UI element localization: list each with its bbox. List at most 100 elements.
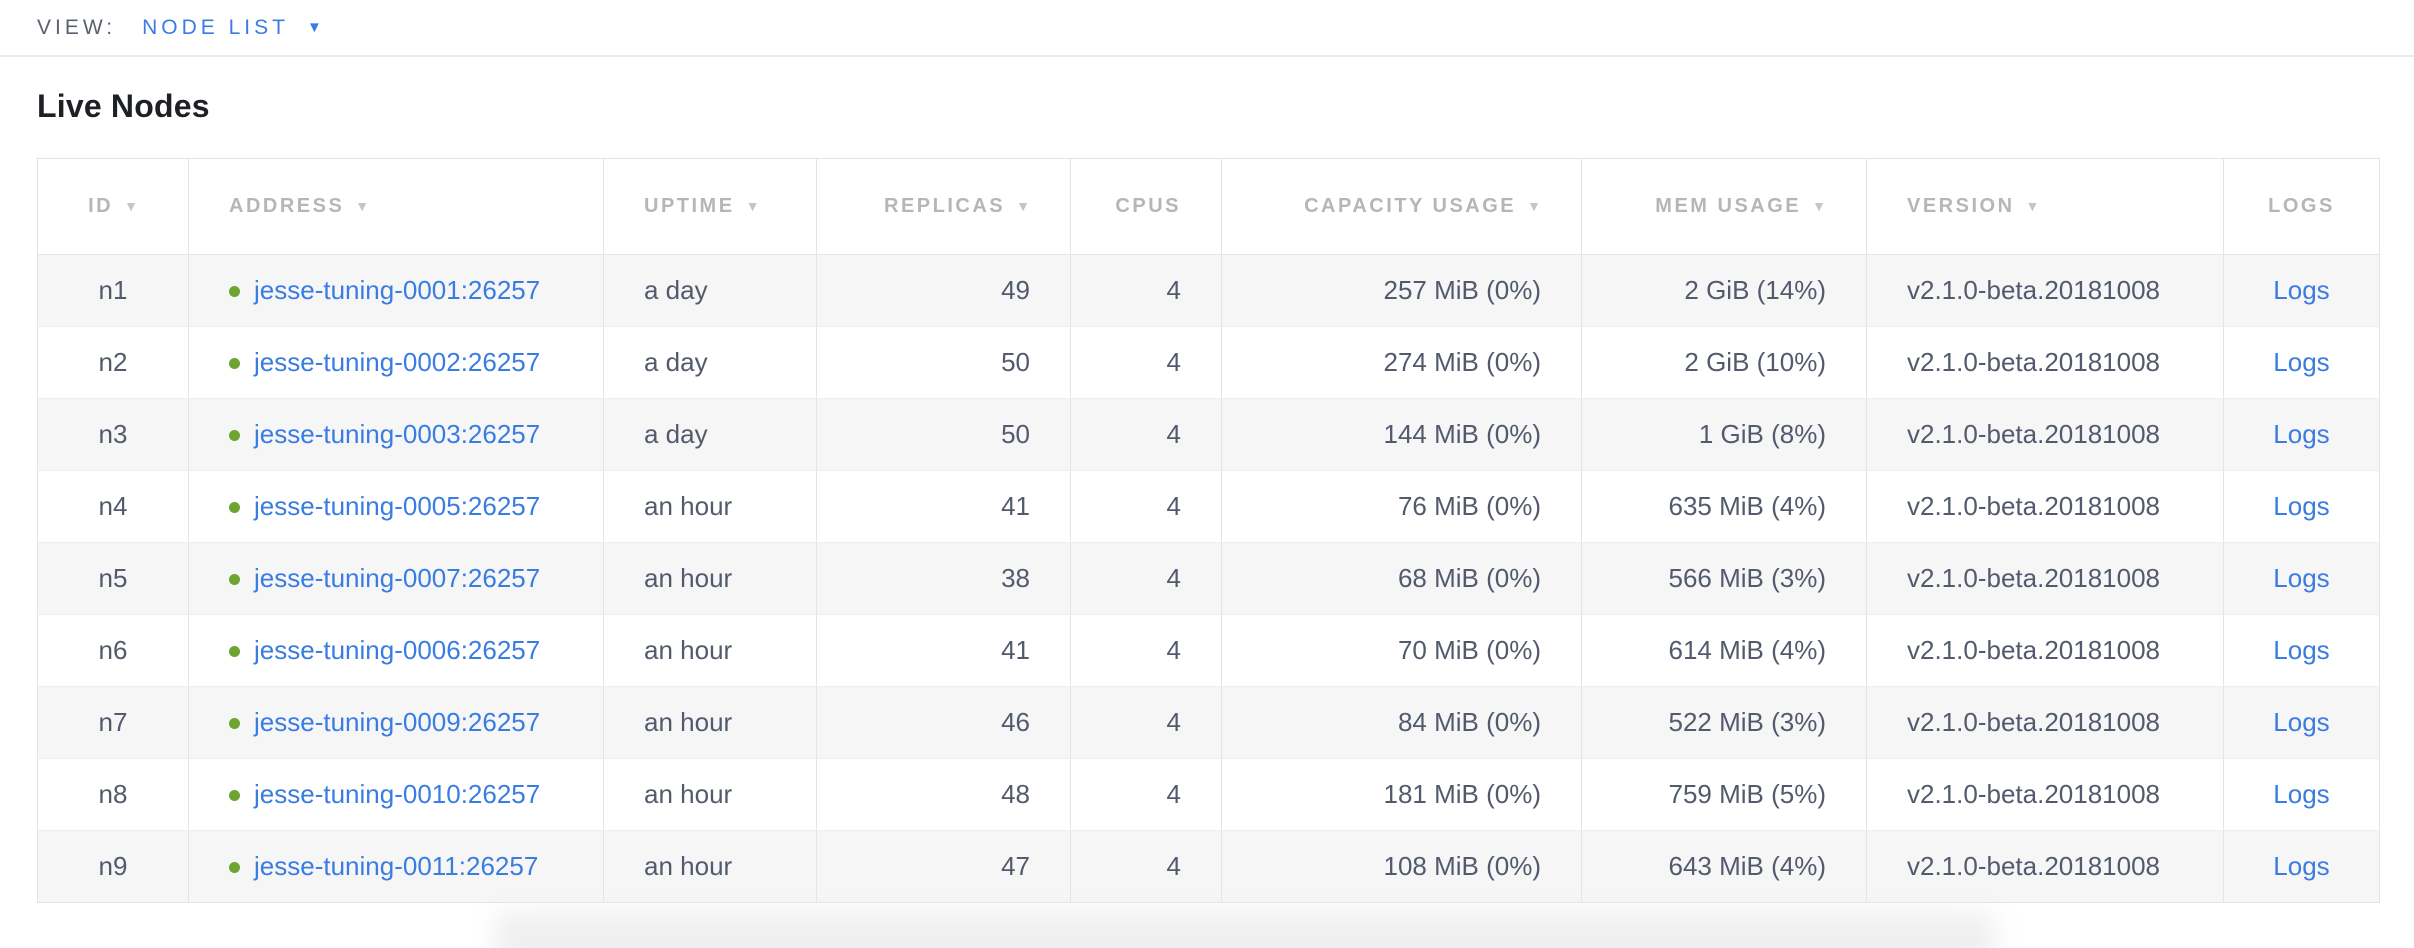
cell-mem: 635 MiB (4%)	[1581, 470, 1867, 543]
logs-link[interactable]: Logs	[2273, 779, 2330, 809]
cell-replicas: 47	[816, 830, 1071, 903]
view-selector-dropdown[interactable]: NODE LIST ▼	[142, 16, 322, 40]
cell-replicas: 49	[816, 254, 1071, 327]
cell-id: n2	[37, 326, 189, 399]
table-row: n2 jesse-tuning-0002:26257 a day 50 4 274 MiB…	[37, 326, 2380, 399]
node-address-link[interactable]: jesse-tuning-0006:26257	[254, 635, 541, 665]
cell-version: v2.1.0-beta.20181008	[1866, 326, 2224, 399]
cell-uptime: a day	[603, 254, 817, 327]
node-address-link[interactable]: jesse-tuning-0003:26257	[254, 419, 541, 449]
column-header-label: REPLICAS	[884, 195, 1006, 217]
cell-capacity: 274 MiB (0%)	[1221, 326, 1582, 399]
cell-logs: Logs	[2223, 758, 2380, 831]
cell-version: v2.1.0-beta.20181008	[1866, 542, 2224, 615]
cell-cpus: 4	[1070, 470, 1222, 543]
logs-link[interactable]: Logs	[2273, 491, 2330, 521]
cell-mem: 1 GiB (8%)	[1581, 398, 1867, 471]
node-live-status-icon	[229, 574, 240, 585]
column-header-capacity[interactable]: CAPACITY USAGE ▼	[1221, 158, 1582, 255]
cell-uptime: an hour	[603, 542, 817, 615]
node-live-status-icon	[229, 430, 240, 441]
column-header-label: LOGS	[2268, 195, 2335, 217]
column-header-label: ADDRESS	[229, 195, 345, 217]
node-address-link[interactable]: jesse-tuning-0011:26257	[254, 851, 539, 881]
cell-id: n4	[37, 470, 189, 543]
cell-logs: Logs	[2223, 470, 2380, 543]
column-header-id[interactable]: ID ▼	[37, 158, 189, 255]
column-header-label: ID	[88, 195, 114, 217]
cell-replicas: 38	[816, 542, 1071, 615]
view-selector-value: NODE LIST	[142, 15, 289, 39]
cell-address: jesse-tuning-0003:26257	[188, 398, 604, 471]
cell-address: jesse-tuning-0001:26257	[188, 254, 604, 327]
cell-id: n7	[37, 686, 189, 759]
column-header-uptime[interactable]: UPTIME ▼	[603, 158, 817, 255]
cell-cpus: 4	[1070, 830, 1222, 903]
cell-id: n9	[37, 830, 189, 903]
cell-version: v2.1.0-beta.20181008	[1866, 254, 2224, 327]
node-live-status-icon	[229, 358, 240, 369]
node-address-link[interactable]: jesse-tuning-0005:26257	[254, 491, 541, 521]
table-row: n9 jesse-tuning-0011:26257 an hour 47 4 108 M…	[37, 830, 2380, 903]
cell-address: jesse-tuning-0009:26257	[188, 686, 604, 759]
cell-logs: Logs	[2223, 254, 2380, 327]
view-label: VIEW:	[37, 15, 117, 39]
cell-uptime: an hour	[603, 470, 817, 543]
cell-cpus: 4	[1070, 686, 1222, 759]
cell-cpus: 4	[1070, 614, 1222, 687]
cell-capacity: 84 MiB (0%)	[1221, 686, 1582, 759]
cell-id: n6	[37, 614, 189, 687]
cell-version: v2.1.0-beta.20181008	[1866, 614, 2224, 687]
cell-mem: 2 GiB (10%)	[1581, 326, 1867, 399]
cell-replicas: 48	[816, 758, 1071, 831]
cell-cpus: 4	[1070, 542, 1222, 615]
cell-mem: 522 MiB (3%)	[1581, 686, 1867, 759]
logs-link[interactable]: Logs	[2273, 275, 2330, 305]
column-header-label: MEM USAGE	[1655, 195, 1802, 217]
logs-link[interactable]: Logs	[2273, 563, 2330, 593]
column-header-address[interactable]: ADDRESS ▼	[188, 158, 604, 255]
cell-replicas: 41	[816, 470, 1071, 543]
node-address-link[interactable]: jesse-tuning-0002:26257	[254, 347, 541, 377]
cell-replicas: 46	[816, 686, 1071, 759]
logs-link[interactable]: Logs	[2273, 347, 2330, 377]
cell-logs: Logs	[2223, 398, 2380, 471]
live-nodes-table: ID ▼ ADDRESS ▼ UPTIME ▼ REPLICAS ▼ CPUS CAPACITY …	[37, 158, 2380, 903]
cell-replicas: 50	[816, 326, 1071, 399]
live-nodes-section: ID ▼ ADDRESS ▼ UPTIME ▼ REPLICAS ▼ CPUS CAPACITY …	[37, 158, 2380, 903]
node-address-link[interactable]: jesse-tuning-0007:26257	[254, 563, 541, 593]
logs-link[interactable]: Logs	[2273, 635, 2330, 665]
table-header-row: ID ▼ ADDRESS ▼ UPTIME ▼ REPLICAS ▼ CPUS CAPACITY …	[37, 158, 2380, 255]
cell-capacity: 70 MiB (0%)	[1221, 614, 1582, 687]
cell-version: v2.1.0-beta.20181008	[1866, 470, 2224, 543]
table-row: n4 jesse-tuning-0005:26257 an hour 41 4 76 Mi…	[37, 470, 2380, 543]
cell-address: jesse-tuning-0010:26257	[188, 758, 604, 831]
cell-address: jesse-tuning-0005:26257	[188, 470, 604, 543]
cell-mem: 2 GiB (14%)	[1581, 254, 1867, 327]
logs-link[interactable]: Logs	[2273, 707, 2330, 737]
column-header-replicas[interactable]: REPLICAS ▼	[816, 158, 1071, 255]
node-address-link[interactable]: jesse-tuning-0001:26257	[254, 275, 541, 305]
node-live-status-icon	[229, 718, 240, 729]
cell-mem: 614 MiB (4%)	[1581, 614, 1867, 687]
table-row: n8 jesse-tuning-0010:26257 an hour 48 4 181 M…	[37, 758, 2380, 831]
cell-cpus: 4	[1070, 254, 1222, 327]
cell-id: n1	[37, 254, 189, 327]
node-address-link[interactable]: jesse-tuning-0009:26257	[254, 707, 541, 737]
logs-link[interactable]: Logs	[2273, 419, 2330, 449]
cell-id: n3	[37, 398, 189, 471]
column-header-label: VERSION	[1907, 195, 2015, 217]
cell-mem: 643 MiB (4%)	[1581, 830, 1867, 903]
cell-id: n8	[37, 758, 189, 831]
cell-capacity: 181 MiB (0%)	[1221, 758, 1582, 831]
cell-replicas: 41	[816, 614, 1071, 687]
node-address-link[interactable]: jesse-tuning-0010:26257	[254, 779, 541, 809]
sort-desc-icon: ▼	[745, 198, 760, 214]
logs-link[interactable]: Logs	[2273, 851, 2330, 881]
column-header-mem[interactable]: MEM USAGE ▼	[1581, 158, 1867, 255]
sort-desc-icon: ▼	[1016, 198, 1030, 214]
cell-replicas: 50	[816, 398, 1071, 471]
sort-desc-icon: ▼	[124, 198, 138, 214]
column-header-version[interactable]: VERSION ▼	[1866, 158, 2224, 255]
column-header-label: CAPACITY USAGE	[1304, 195, 1517, 217]
